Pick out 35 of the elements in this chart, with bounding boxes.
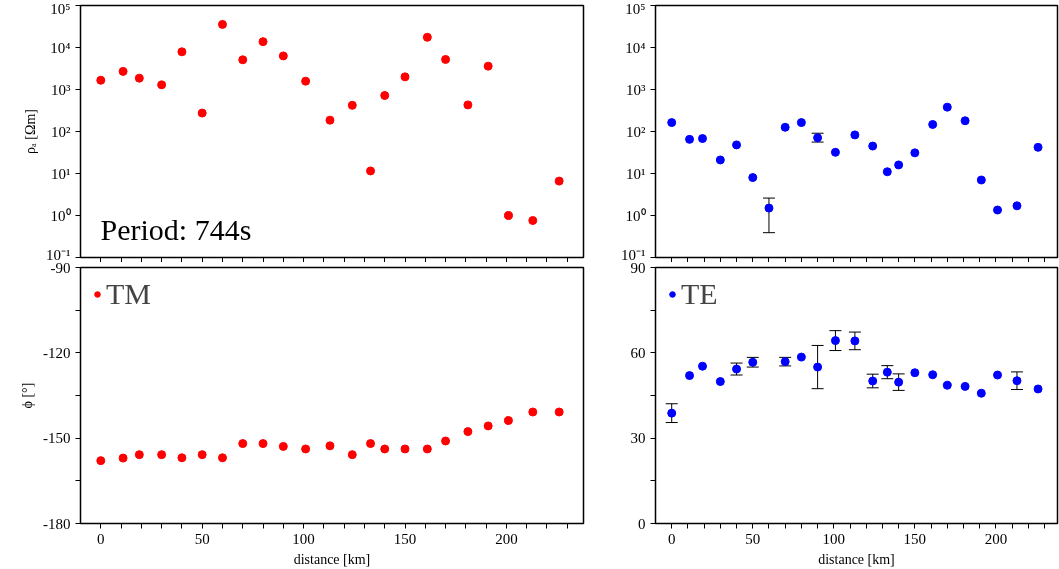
y-tick-label: 60 xyxy=(630,344,646,361)
x-tick-label: 100 xyxy=(822,530,846,547)
y-tick-label: 10⁰ xyxy=(50,207,71,224)
y-tick-label: 10² xyxy=(626,123,646,140)
y-tick-label: 30 xyxy=(630,430,646,447)
annotation: Period: 744s xyxy=(100,212,252,246)
y-tick-label: 10⁴ xyxy=(50,39,71,56)
y-tick-label: 0 xyxy=(638,515,646,532)
x-tick-label: 200 xyxy=(984,530,1008,547)
y-tick-label: -120 xyxy=(43,344,71,361)
y-tick-label: 10² xyxy=(51,123,71,140)
legend-label: TM xyxy=(106,277,151,311)
y-tick-label: -150 xyxy=(43,430,71,447)
y-tick-label: 10¹ xyxy=(51,165,71,182)
x-tick-label: 150 xyxy=(903,530,927,547)
x-tick-label: 100 xyxy=(292,530,315,547)
x-tick-label: 200 xyxy=(495,530,518,547)
x-tick-label: 0 xyxy=(667,530,676,547)
x-tick-label: 0 xyxy=(97,530,105,547)
y-tick-label: 10⁰ xyxy=(625,207,646,224)
x-tick-label: 50 xyxy=(194,530,210,547)
x-tick-label: 50 xyxy=(745,530,761,547)
y-tick-label: 10³ xyxy=(626,81,646,98)
x-tick-label: 150 xyxy=(393,530,417,547)
y-tick-label: 10⁴ xyxy=(625,39,646,56)
y-axis-title: ρₐ [Ωm] xyxy=(23,109,38,154)
y-axis-title: ϕ [°] xyxy=(20,382,35,409)
y-tick-label: 10¹ xyxy=(626,165,646,182)
x-axis-title: distance [km] xyxy=(293,551,371,567)
x-axis-title: distance [km] xyxy=(818,551,895,567)
y-tick-label: 10⁵ xyxy=(625,0,646,17)
legend-label: TE xyxy=(681,277,718,311)
y-tick-label: 10³ xyxy=(51,81,71,98)
y-tick-label: -180 xyxy=(43,515,71,532)
y-tick-label: 10⁵ xyxy=(50,0,71,17)
